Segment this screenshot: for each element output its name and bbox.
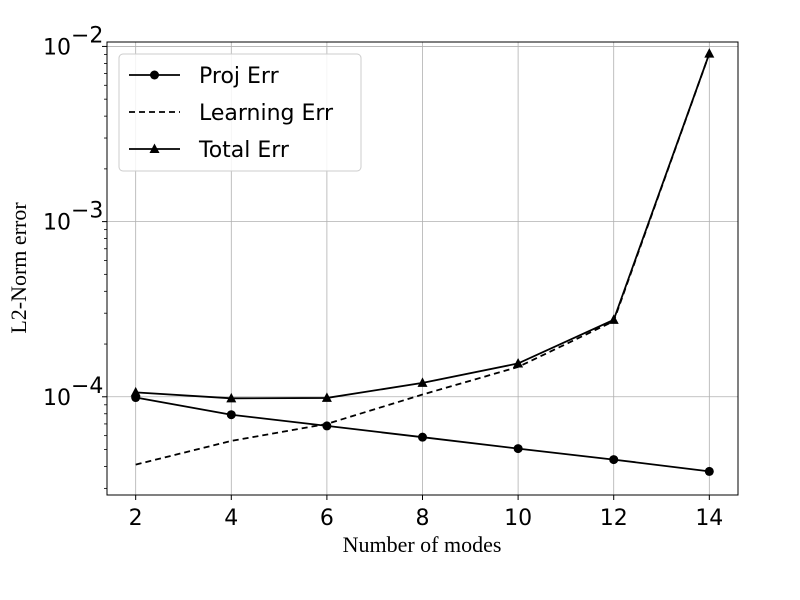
data-point <box>321 392 332 402</box>
y-tick-label: 10 <box>43 211 71 236</box>
y-axis-title: L2-Norm error <box>6 202 31 334</box>
legend-marker <box>149 143 160 153</box>
data-point <box>226 392 237 403</box>
data-point <box>513 444 523 454</box>
x-tick-label: 2 <box>129 506 143 531</box>
y-tick-exponent: −3 <box>71 199 103 224</box>
data-point <box>609 455 619 465</box>
legend: Proj Err Learning Err Total Err <box>118 53 362 172</box>
y-tick-label: 10 <box>43 386 71 411</box>
legend-marker <box>150 70 159 80</box>
y-tick-base: 10 <box>43 211 71 236</box>
legend-box <box>118 53 362 172</box>
legend-label: Total Err <box>198 138 290 163</box>
data-point <box>608 314 619 324</box>
y-tick-base: 10 <box>43 35 71 60</box>
data-point <box>322 421 332 431</box>
y-tick-base: 10 <box>43 386 71 411</box>
x-tick-label: 8 <box>416 506 430 531</box>
x-tick-label: 12 <box>600 506 628 531</box>
data-point <box>704 466 714 476</box>
y-tick-label: 10 <box>43 35 71 60</box>
legend-label: Proj Err <box>199 64 280 89</box>
x-tick-label: 10 <box>504 506 532 531</box>
legend-label: Learning Err <box>199 101 334 126</box>
x-tick-label: 4 <box>224 506 238 531</box>
data-point <box>418 432 427 442</box>
data-point <box>704 48 715 58</box>
data-point <box>226 410 236 420</box>
x-axis-title: Number of modes <box>343 532 502 557</box>
data-point <box>130 386 141 397</box>
y-tick-exponent: −2 <box>71 23 103 48</box>
data-point <box>513 357 524 368</box>
x-tick-label: 6 <box>320 506 334 531</box>
y-tick-exponent: −4 <box>71 374 103 399</box>
series-layer <box>130 48 715 476</box>
x-tick-label: 14 <box>695 506 723 531</box>
data-point <box>417 377 428 387</box>
